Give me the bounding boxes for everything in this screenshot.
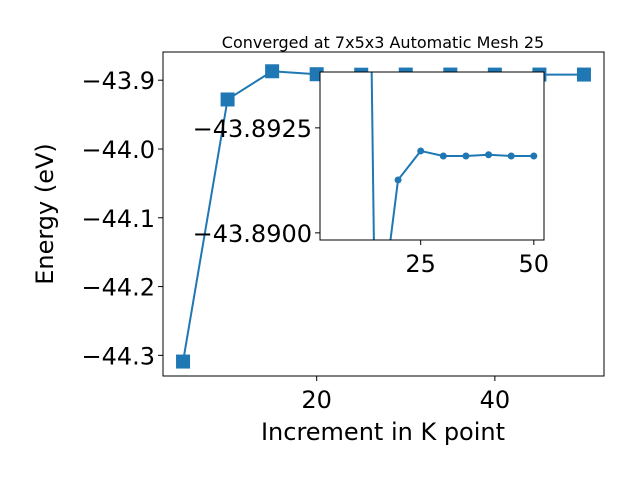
x-tick-label: 20 [301,386,332,414]
chart-title: Converged at 7x5x3 Automatic Mesh 25 [222,33,544,52]
axes-frame [319,71,545,241]
y-tick-label: −43.8900 [193,220,312,248]
point-marker [220,92,235,107]
point-marker [417,147,425,155]
point-marker [485,151,493,159]
y-tick-label: −44.0 [81,136,155,164]
y-axis-label: Energy (eV) [31,143,59,285]
x-axis-label: Increment in K point [261,418,505,446]
y-tick-label: −43.9 [81,67,155,95]
point-marker [462,152,470,160]
plot-content [370,72,538,240]
series-line [370,72,534,240]
y-tick-label: −44.3 [81,342,155,370]
point-marker [576,67,591,82]
axes-frame [162,51,605,377]
x-tick-label: 25 [405,250,436,278]
point-marker [265,64,280,79]
point-marker [439,152,447,160]
point-marker [507,152,515,160]
point-marker [530,152,538,160]
point-marker [176,354,191,369]
y-tick-label: −44.1 [81,205,155,233]
point-marker [394,176,402,184]
inset-axes: 25 50 −43.8900 −43.8925 [193,71,550,278]
y-tick-label: −44.2 [81,274,155,302]
x-tick-label: 50 [519,250,550,278]
y-tick-label: −43.8925 [193,115,312,143]
x-tick-label: 40 [480,386,511,414]
